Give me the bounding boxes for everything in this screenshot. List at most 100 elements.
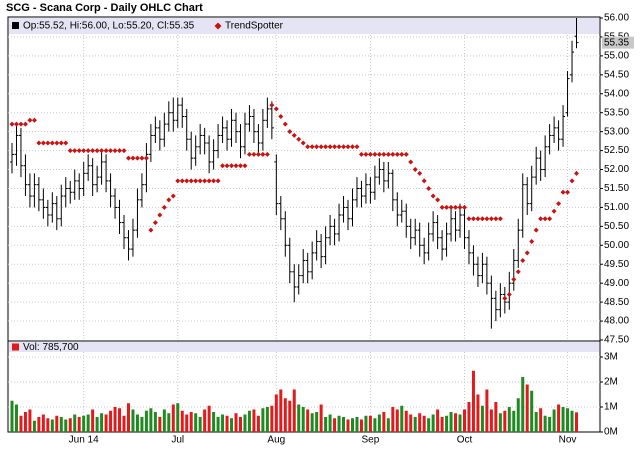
- trendspotter-marker: [273, 106, 279, 112]
- volume-bar: [19, 415, 23, 432]
- trendspotter-marker: [309, 144, 315, 150]
- volume-bar: [131, 409, 135, 432]
- volume-bar: [149, 408, 153, 432]
- trendspotter-marker: [305, 144, 311, 150]
- volume-bar: [521, 377, 525, 432]
- trendspotter-marker: [524, 250, 530, 256]
- trendspotter-marker: [565, 189, 571, 195]
- legend-marker: [214, 22, 222, 30]
- volume-bar: [167, 413, 171, 432]
- volume-bar: [198, 417, 202, 432]
- trendspotter-marker: [45, 140, 51, 146]
- volume-bar: [436, 409, 440, 432]
- trendspotter-marker: [242, 163, 248, 169]
- last-price-label: 55.35: [604, 37, 629, 48]
- trendspotter-marker: [117, 148, 123, 154]
- trendspotter-marker: [502, 295, 508, 301]
- legend-swatch: [12, 22, 19, 29]
- volume-bar: [377, 414, 381, 432]
- trendspotter-marker: [556, 201, 562, 207]
- trendspotter-marker: [246, 151, 252, 157]
- volume-bar: [55, 415, 59, 432]
- trendspotter-marker: [574, 170, 579, 176]
- trendspotter-marker: [134, 155, 140, 161]
- trendspotter-marker: [457, 204, 463, 210]
- y-tick-label: 49.50: [604, 259, 629, 270]
- trendspotter-marker: [547, 216, 553, 222]
- volume-bar: [28, 409, 32, 432]
- volume-bar: [543, 415, 547, 432]
- x-tick-label: Jul: [171, 435, 184, 446]
- trendspotter-marker: [13, 121, 19, 127]
- trendspotter-marker: [497, 216, 503, 222]
- x-tick-label: Nov: [559, 435, 577, 446]
- volume-bar: [135, 414, 139, 432]
- legend-ohlc: Op:55.52, Hi:56.00, Lo:55.20, Cl:55.35: [23, 21, 195, 32]
- volume-bar: [552, 409, 556, 432]
- trendspotter-marker: [188, 178, 194, 184]
- y-tick-label: 3M: [604, 352, 618, 363]
- volume-bar: [480, 405, 484, 432]
- y-tick-label: 2M: [604, 377, 618, 388]
- volume-bar: [126, 403, 130, 432]
- trendspotter-marker: [426, 185, 432, 191]
- volume-bar: [525, 384, 529, 432]
- trendspotter-marker: [18, 121, 24, 127]
- legend-band: [9, 18, 599, 34]
- trendspotter-marker: [282, 121, 288, 127]
- trendspotter-marker: [108, 148, 114, 154]
- volume-bar: [194, 413, 198, 432]
- trendspotter-marker: [85, 148, 91, 154]
- volume-bar: [68, 418, 72, 432]
- trendspotter-marker: [354, 144, 360, 150]
- trendspotter-marker: [224, 163, 230, 169]
- trendspotter-marker: [264, 151, 270, 157]
- volume-bar: [467, 402, 471, 432]
- volume-bar: [413, 417, 417, 432]
- trendspotter-marker: [323, 144, 329, 150]
- volume-bar: [498, 413, 502, 432]
- volume-bar: [59, 417, 63, 432]
- volume-bar: [189, 412, 193, 432]
- volume-bar: [185, 414, 189, 432]
- volume-bar: [337, 415, 341, 432]
- y-tick-label: 48.00: [604, 316, 629, 327]
- trendspotter-marker: [49, 140, 55, 146]
- volume-bar: [503, 410, 507, 432]
- trendspotter-marker: [278, 113, 284, 119]
- volume-bar: [158, 417, 162, 432]
- trendspotter-marker: [161, 204, 167, 210]
- trendspotter-marker: [9, 121, 15, 127]
- trendspotter-marker: [22, 121, 28, 127]
- volume-bar: [386, 418, 390, 432]
- trendspotter-marker: [197, 178, 203, 184]
- volume-bar: [494, 402, 498, 432]
- volume-bar: [176, 403, 180, 432]
- trendspotter-marker: [255, 151, 261, 157]
- volume-bar: [14, 404, 18, 432]
- volume-bar: [212, 412, 216, 432]
- volume-bar: [41, 414, 45, 432]
- volume-legend-band: [9, 342, 599, 352]
- trendspotter-marker: [269, 102, 275, 108]
- trendspotter-marker: [179, 178, 185, 184]
- volume-bar: [100, 413, 104, 432]
- volume-bar: [230, 418, 234, 432]
- trendspotter-marker: [488, 216, 494, 222]
- volume-bar: [350, 418, 354, 432]
- volume-bar: [140, 417, 144, 432]
- volume-bar: [445, 415, 449, 432]
- volume-bar: [485, 389, 489, 432]
- legend-volume: Vol: 785,700: [23, 342, 79, 353]
- volume-bar: [382, 412, 386, 432]
- trendspotter-marker: [36, 140, 42, 146]
- trendspotter-marker: [67, 148, 73, 154]
- trendspotter-marker: [211, 178, 217, 184]
- volume-bar: [364, 415, 368, 432]
- trendspotter-marker: [72, 148, 78, 154]
- y-tick-label: 47.50: [604, 335, 629, 346]
- trendspotter-marker: [470, 216, 476, 222]
- trendspotter-marker: [166, 197, 172, 203]
- volume-bar: [243, 414, 247, 432]
- trendspotter-marker: [479, 216, 485, 222]
